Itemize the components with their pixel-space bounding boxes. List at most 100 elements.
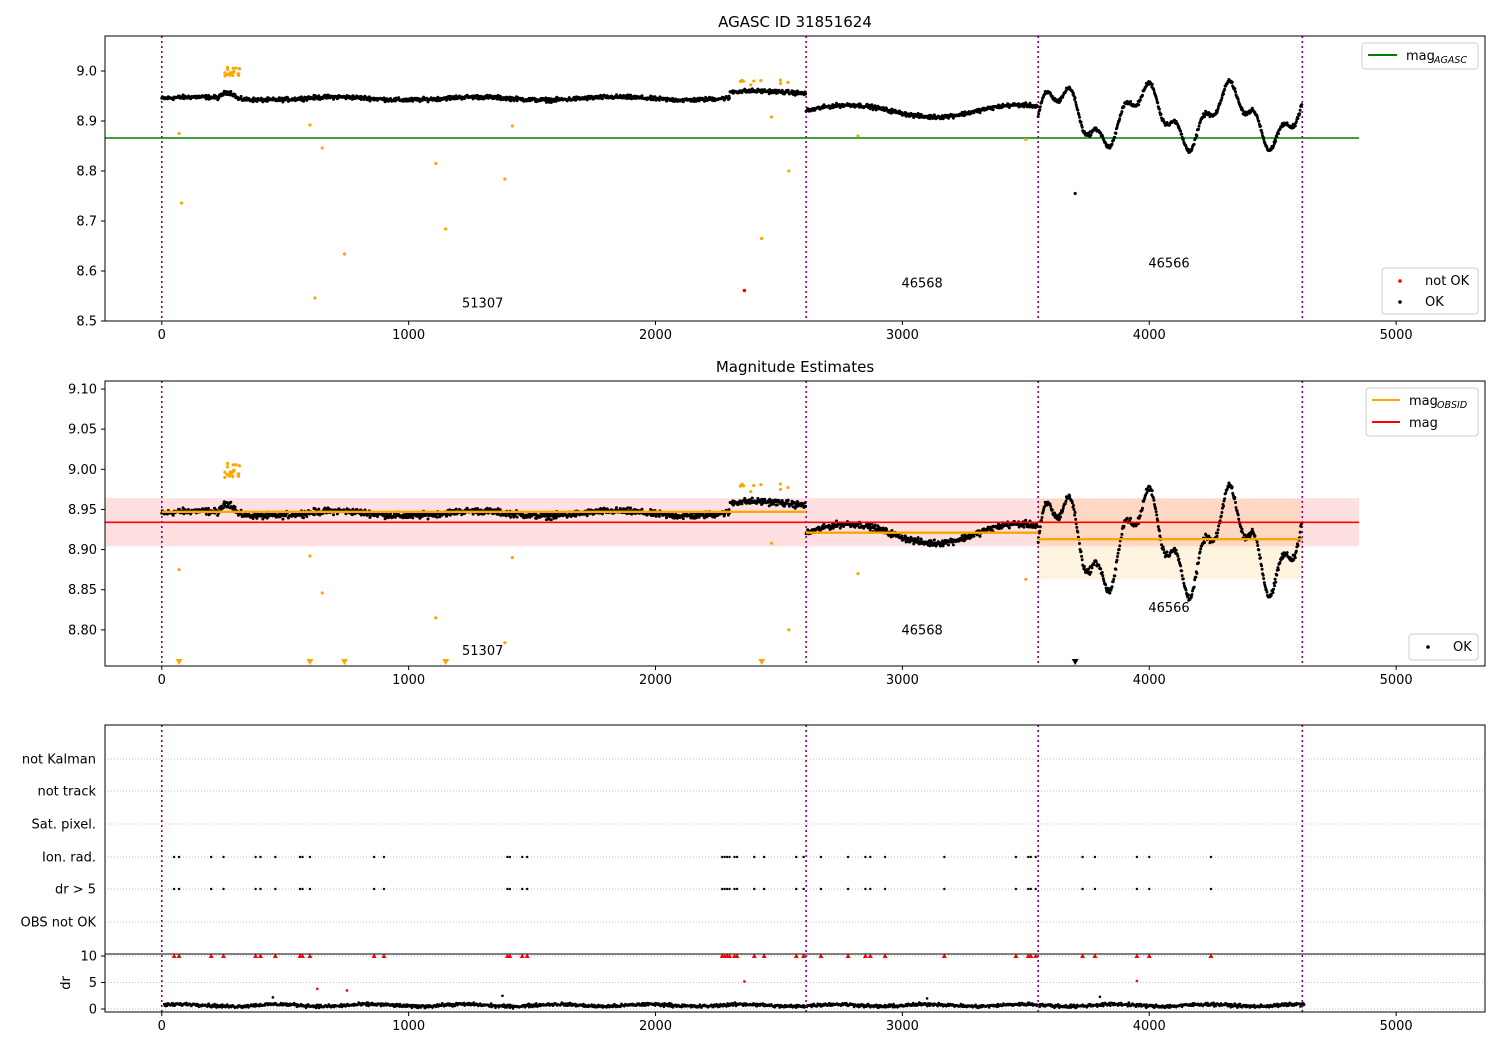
p2-ok-point <box>615 506 618 510</box>
p2-excluded-point <box>232 468 236 472</box>
p2-ok-point <box>1017 525 1021 529</box>
p2-ok-point <box>781 500 785 504</box>
p3-flag-ion-rad <box>506 855 509 859</box>
panel-agasc-plot-area: 0 1000 2000 3000 4000 50008.58.68.78.88.99.05… <box>76 36 1413 343</box>
p2-ok-point <box>1120 532 1124 536</box>
p2-ok-point <box>1273 577 1277 581</box>
p2-ok-point <box>629 506 633 510</box>
p2-excluded-point <box>225 461 230 466</box>
p2-ok-point <box>1036 525 1040 528</box>
p2-excluded-point <box>510 556 514 560</box>
p3-flag-dr5 <box>728 887 731 891</box>
p2-ok-point <box>1184 588 1188 592</box>
p2-ok-point <box>1216 531 1219 535</box>
p3-flag-ion-rad <box>846 855 850 859</box>
p1-ok-point <box>1256 117 1260 120</box>
p1-ok-point <box>1129 100 1133 103</box>
p2-ok-point <box>1265 590 1269 594</box>
p2-ok-point <box>1073 513 1077 517</box>
p1-ok-point <box>1296 117 1300 120</box>
p2-ok-point <box>1293 556 1297 560</box>
p1-xtick-label: 0 <box>158 328 166 343</box>
p2-excluded-point <box>308 554 312 558</box>
p2-ok-point <box>1040 516 1044 519</box>
p2-ok-point <box>376 515 379 518</box>
p2-ok-point <box>1165 550 1169 554</box>
p3-flag-ion-rad <box>298 855 302 859</box>
p3-flag-label: Ion. rad. <box>42 851 96 866</box>
p2-ok-point <box>1154 510 1158 514</box>
p1-excluded-point <box>177 131 181 136</box>
p1-excluded-point <box>749 83 753 87</box>
p2-ok-point <box>1061 507 1065 510</box>
p3-flag-dr5 <box>506 887 509 891</box>
p2-ok-point <box>1293 553 1297 557</box>
p3-flag-ion-rad <box>1034 855 1037 859</box>
p2-ok-point <box>1162 548 1166 552</box>
p1-ok-point <box>890 107 894 111</box>
p3-flag-dr5 <box>735 887 739 891</box>
p1-ytick-label: 8.7 <box>76 215 97 230</box>
p3-flag-ion-rad <box>508 855 512 859</box>
p2-ok-point <box>1262 577 1266 581</box>
p2-ok-point <box>1092 563 1096 567</box>
p1-ok-point <box>1074 100 1078 104</box>
p1-ok-point <box>1113 135 1117 139</box>
p2-ok-point <box>1117 548 1121 551</box>
p1-ok-point <box>916 112 920 115</box>
p2-ok-point <box>1116 551 1120 555</box>
p2-ok-point <box>1100 571 1104 574</box>
p2-ok-point <box>1195 571 1199 575</box>
p3-flag-dr5 <box>259 887 262 891</box>
p2-obsid-label: 46566 <box>1148 601 1189 616</box>
p1-excluded-point <box>225 72 229 76</box>
p2-ok-point <box>941 544 945 548</box>
p2-ok-point <box>904 534 908 538</box>
p2-ok-point <box>1099 567 1103 571</box>
p2-ok-point <box>1156 525 1160 529</box>
p2-ok-point <box>1273 584 1277 588</box>
p1-ok-point <box>1236 97 1240 101</box>
p1-excluded-point <box>231 66 235 70</box>
p2-ok-point <box>784 502 788 505</box>
p1-ok-point <box>1156 101 1160 105</box>
p2-ok-point <box>411 516 415 520</box>
p2-ok-point <box>740 502 744 506</box>
p2-ok-point <box>1087 567 1091 571</box>
p2-xtick-label: 0 <box>158 673 166 688</box>
p3-flag-ion-rad <box>1135 855 1139 859</box>
p2-ok-point <box>1082 565 1086 569</box>
p1-ok-point <box>991 108 995 112</box>
p1-excluded-point <box>232 69 236 74</box>
p1-ok-point <box>1275 135 1279 139</box>
p1-ok-point <box>1194 136 1198 140</box>
p2-ok-point <box>171 513 175 517</box>
p3-dr-ytick-label: 0 <box>89 1003 97 1018</box>
p2-ok-point <box>1108 591 1112 595</box>
p2-ok-point <box>908 540 912 544</box>
p1-ok-point <box>1080 125 1084 129</box>
p2-ok-point <box>1152 498 1156 502</box>
p1-ok-point <box>1186 147 1190 151</box>
p1-ytick-label: 8.6 <box>76 265 97 280</box>
p2-ytick-label: 8.80 <box>68 623 97 638</box>
p1-ok-point <box>1152 88 1156 92</box>
p2-ok-point <box>1078 542 1081 545</box>
p1-excluded-point <box>738 79 742 84</box>
p2-ok-points <box>160 481 1304 602</box>
p2-ok-point <box>1155 513 1159 517</box>
p1-ytick-label: 8.5 <box>76 315 97 330</box>
p3-flag-ion-rad <box>735 855 739 859</box>
p1-ok-point <box>1300 103 1304 107</box>
p2-ok-point <box>873 523 877 527</box>
p1-excluded-point <box>856 134 860 138</box>
p3-flag-dr5 <box>172 887 176 891</box>
p2-excluded-point <box>223 475 227 480</box>
p1-ok-point <box>1117 119 1121 123</box>
p1-ok-point <box>1141 93 1144 97</box>
p2-ok-point <box>1115 558 1119 562</box>
p1-ok-point <box>1260 131 1264 135</box>
p1-excluded-point <box>786 80 790 84</box>
p3-flag-ion-rad <box>864 855 867 859</box>
p2-ok-point <box>1110 585 1114 589</box>
